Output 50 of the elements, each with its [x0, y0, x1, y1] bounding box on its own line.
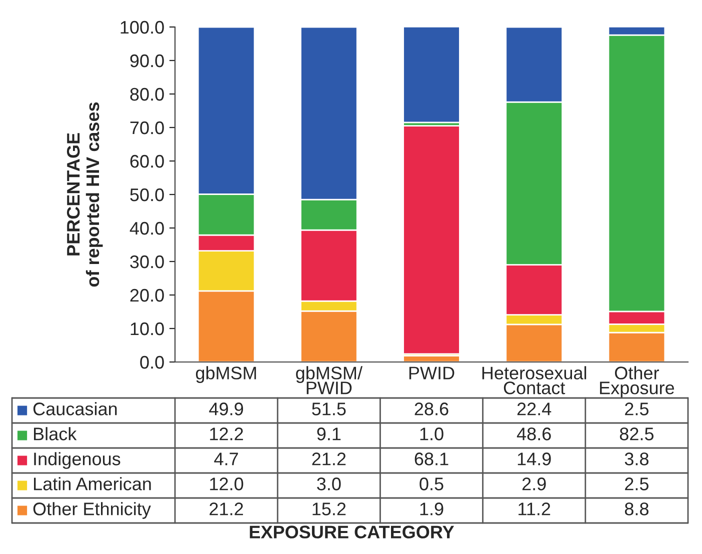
y-tick-label: 80.0: [130, 88, 164, 101]
x-tick-label: Heterosexual Contact: [482, 366, 586, 394]
data-label: 11.2: [518, 502, 550, 516]
data-label: 21.2: [312, 452, 346, 466]
data-label: 4.7: [214, 452, 238, 466]
y-tick-label: 90.0: [130, 54, 164, 68]
data-label: 21.2: [210, 502, 243, 516]
y-tick-label: 0.0: [140, 356, 164, 369]
data-label: 3.0: [317, 478, 341, 490]
data-label: 2.5: [625, 478, 648, 490]
data-label: 51.5: [312, 402, 346, 416]
y-tick-label: 100.0: [120, 20, 164, 34]
legend-label: Latin American: [34, 477, 151, 490]
y-tick-label: 10.0: [130, 322, 164, 336]
data-label: 12.0: [210, 478, 244, 490]
bar: [402, 27, 460, 124]
y-tick-label: 60.0: [130, 154, 164, 168]
y-tick-label: 20.0: [130, 288, 164, 302]
x-tick-label: Other Exposure: [600, 366, 674, 398]
y-tick-label: 50.0: [130, 188, 164, 202]
data-label: 12.2: [210, 428, 243, 440]
data-label: 22.4: [517, 402, 552, 416]
x-tick-label: gbMSM/ PWID: [296, 366, 363, 394]
data-label: 1.0: [420, 428, 444, 440]
x-tick-label: PWID: [409, 366, 454, 380]
legend-label: Caucasian: [33, 402, 117, 416]
data-label: 0.5: [420, 478, 444, 490]
bar: [402, 125, 460, 355]
data-label: 9.1: [317, 428, 341, 440]
data-label: 68.1: [414, 452, 448, 466]
data-label: 2.9: [522, 478, 546, 490]
data-label: 1.9: [420, 502, 444, 516]
data-label: 8.8: [624, 502, 648, 516]
y-tick-label: 40.0: [130, 222, 164, 235]
data-label: 14.9: [518, 452, 551, 466]
data-label: 49.9: [209, 402, 244, 416]
y-tick-label: 70.0: [130, 121, 164, 134]
legend-label: Indigenous: [34, 452, 120, 469]
data-label: 15.2: [312, 502, 346, 516]
y-tick-label: 30.0: [130, 255, 164, 268]
data-label: 28.6: [414, 402, 448, 416]
x-tick-label: gbMSM: [196, 366, 256, 383]
data-label: 48.6: [516, 428, 551, 440]
legend-label: Other Ethnicity: [33, 502, 151, 519]
data-label: 82.5: [620, 428, 654, 440]
legend-label: Black: [34, 427, 77, 440]
text: EXPOSURE CATEGORY: [250, 526, 454, 538]
data-label: 3.8: [624, 452, 648, 466]
y-axis-title: PERCENTAGE of reported HIV cases: [66, 102, 103, 287]
data-label: 2.5: [625, 402, 648, 416]
